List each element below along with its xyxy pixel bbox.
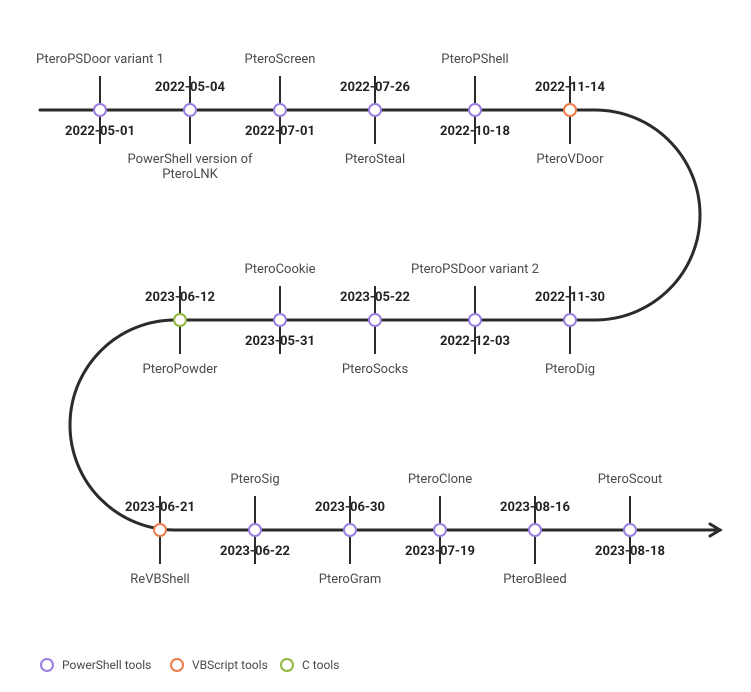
node-pteropsdoor-v2-label: PteroPSDoor variant 2: [390, 262, 560, 277]
timeline-diagram: 2022-05-01PteroPSDoor variant 12022-05-0…: [0, 0, 751, 692]
node-pterogram-label: PteroGram: [265, 572, 435, 587]
legend-vbscript-icon: [170, 658, 184, 672]
legend-vbscript: VBScript tools: [170, 658, 268, 672]
node-pterobleed: [528, 523, 542, 537]
node-pteropsdoor-v1-label: PteroPSDoor variant 1: [15, 52, 185, 67]
node-pterocookie-label: PteroCookie: [195, 262, 365, 277]
node-pterosocks-label: PteroSocks: [290, 362, 460, 377]
node-revbshell-label: ReVBShell: [75, 572, 245, 587]
legend-powershell: PowerShell tools: [40, 658, 151, 672]
node-pteropsdoor-v2: [468, 313, 482, 327]
legend-c-icon: [280, 658, 294, 672]
node-revbshell: [153, 523, 167, 537]
node-pterosig: [248, 523, 262, 537]
node-pteroclone: [433, 523, 447, 537]
node-pterovdoor: [563, 103, 577, 117]
node-pteropowder: [173, 313, 187, 327]
node-pteropshell: [468, 103, 482, 117]
node-pterolnk-ps: [183, 103, 197, 117]
node-pterosteal-label: PteroSteal: [290, 152, 460, 167]
node-pterodig: [563, 313, 577, 327]
node-pterosig-label: PteroSig: [170, 472, 340, 487]
node-pterosocks: [368, 313, 382, 327]
node-pteroscout: [623, 523, 637, 537]
node-pterocookie: [273, 313, 287, 327]
node-pterobleed-label: PteroBleed: [450, 572, 620, 587]
node-pteroscout-label: PteroScout: [545, 472, 715, 487]
node-pteroclone-label: PteroClone: [355, 472, 525, 487]
legend-vbscript-label: VBScript tools: [192, 658, 268, 672]
node-pterodig-label: PteroDig: [485, 362, 655, 377]
node-pteropsdoor-v1: [93, 103, 107, 117]
node-pterogram: [343, 523, 357, 537]
node-pterosteal: [368, 103, 382, 117]
legend-c: C tools: [280, 658, 339, 672]
node-pteroscreen-label: PteroScreen: [195, 52, 365, 67]
node-pteroscreen: [273, 103, 287, 117]
node-pteropshell-label: PteroPShell: [390, 52, 560, 67]
legend-powershell-icon: [40, 658, 54, 672]
legend-c-label: C tools: [302, 658, 339, 672]
node-pteropowder-label: PteroPowder: [95, 362, 265, 377]
legend-powershell-label: PowerShell tools: [62, 658, 151, 672]
node-pterolnk-ps-label: PowerShell version ofPteroLNK: [105, 152, 275, 182]
node-pterovdoor-label: PteroVDoor: [485, 152, 655, 167]
